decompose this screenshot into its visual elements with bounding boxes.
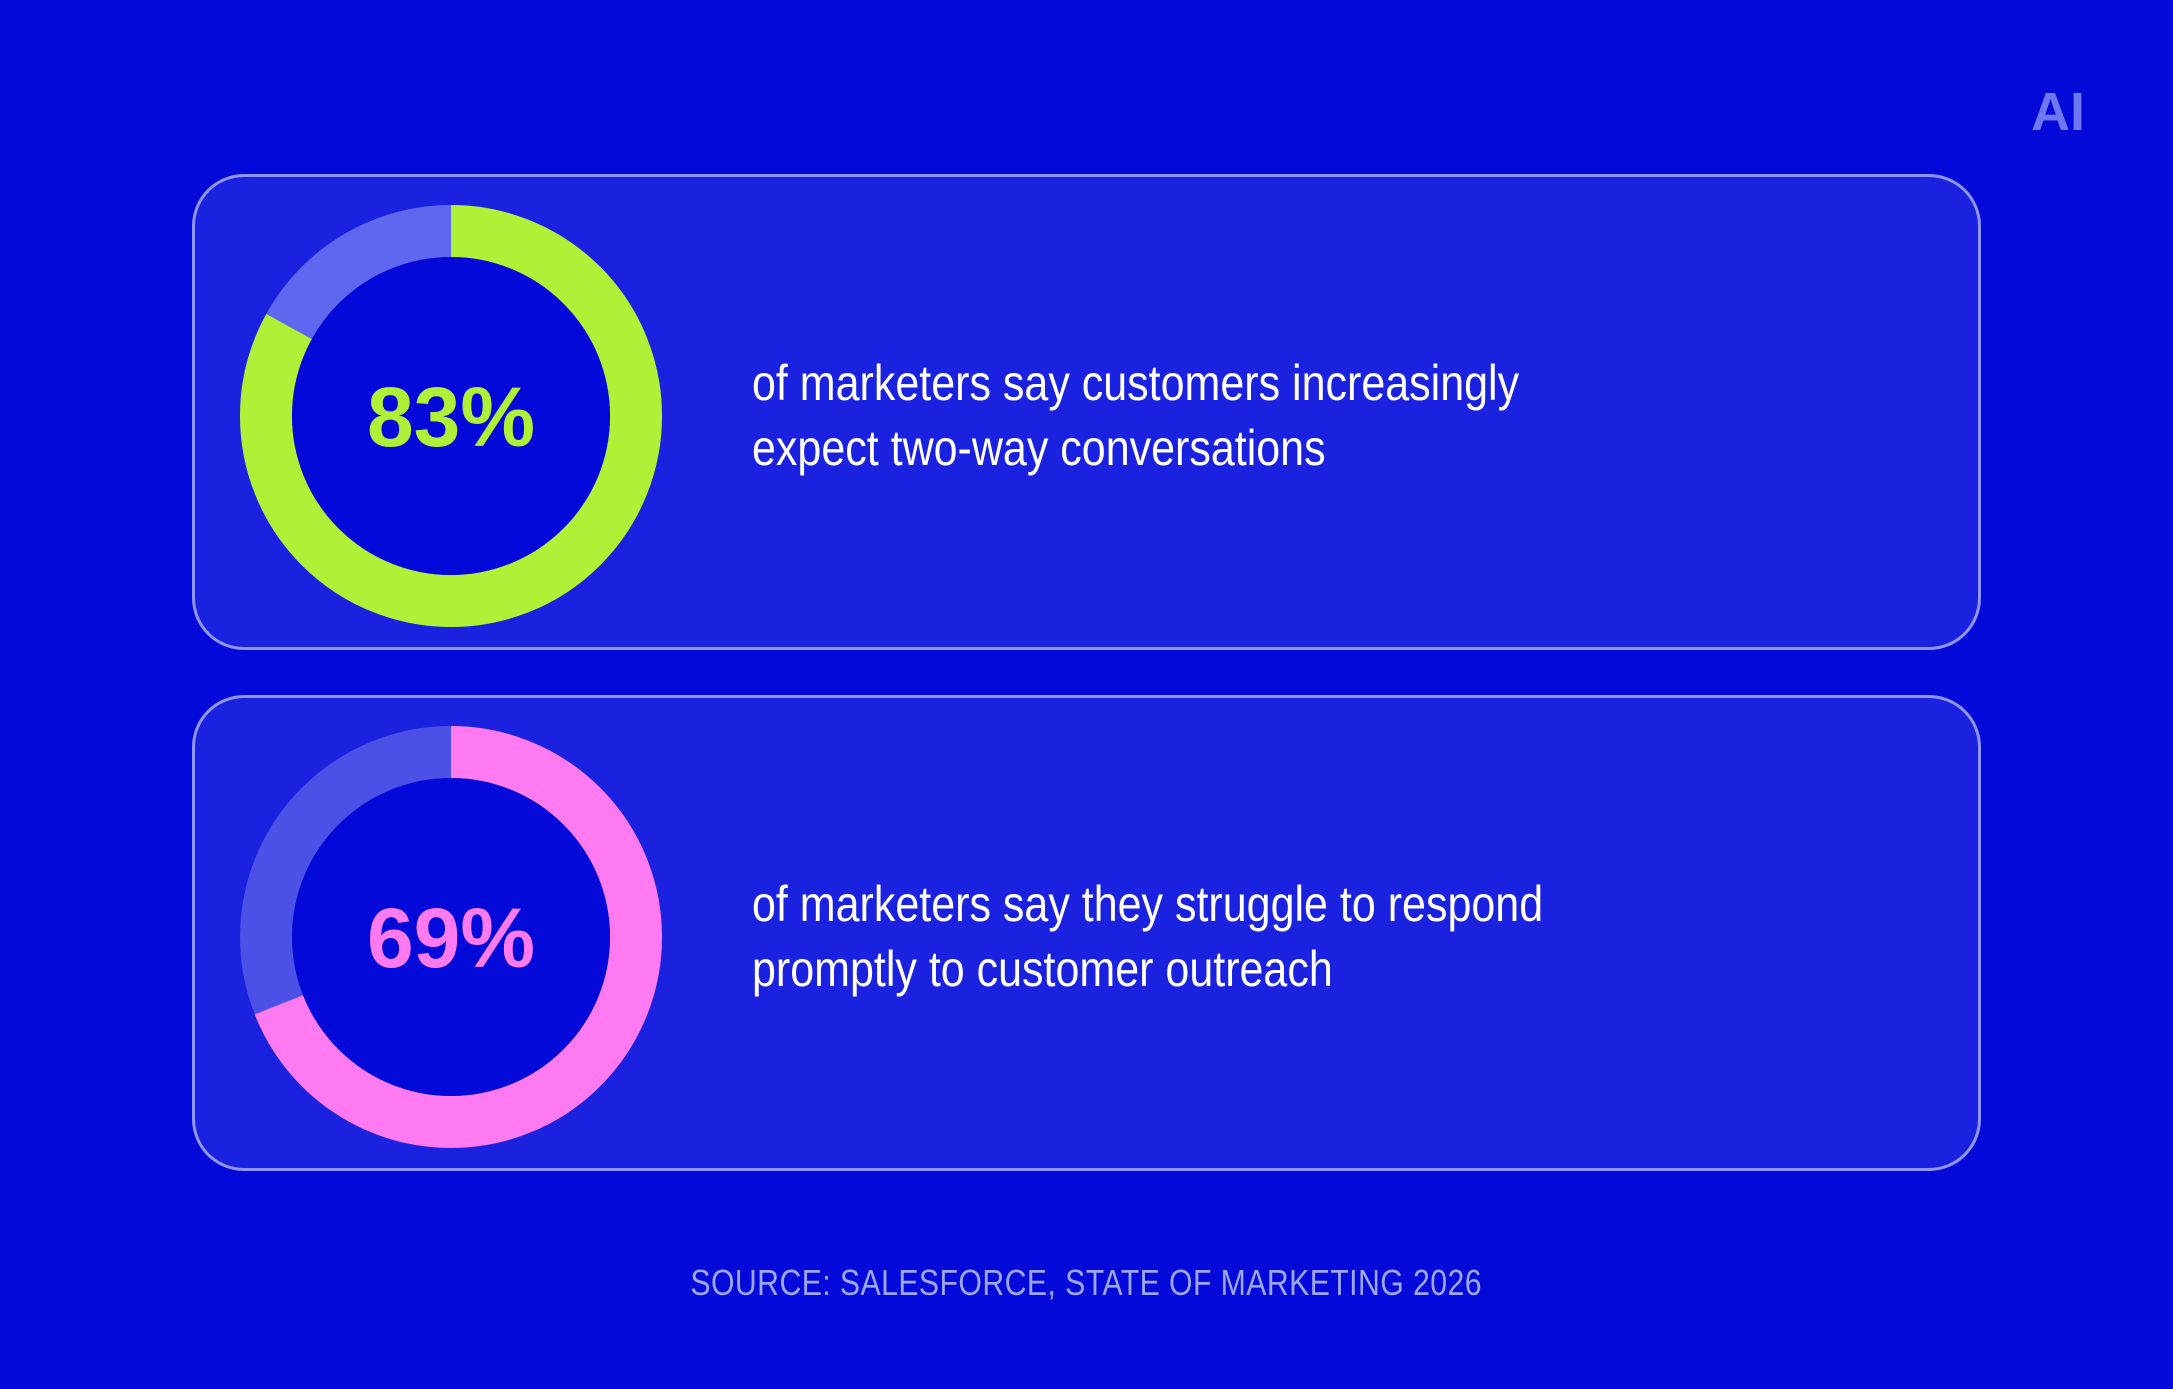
- donut-chart-1: 83%: [240, 205, 662, 627]
- source-note: SOURCE: SALESFORCE, STATE OF MARKETING 2…: [0, 1262, 2173, 1304]
- donut-value-arc-2: [240, 726, 662, 1148]
- donut-value-arc-1: [240, 205, 662, 627]
- donut-chart-2: 69%: [240, 726, 662, 1148]
- donut-percent-label-1: 83%: [367, 370, 535, 464]
- stat-description-2: of marketers say they struggle to respon…: [752, 876, 1544, 997]
- donut-inner-2: [292, 778, 610, 1096]
- stat-card-2: 69% of marketers say they struggle to re…: [192, 695, 1981, 1171]
- logo-text: AI: [2031, 84, 2085, 134]
- logo-icon: AI: [2031, 84, 2085, 134]
- source-text: SOURCE: SALESFORCE, STATE OF MARKETING 2…: [690, 1262, 1483, 1303]
- donut-inner-1: [292, 257, 610, 575]
- stat-card-1: 83% of marketers say customers increasin…: [192, 174, 1981, 650]
- donut-percent-label-2: 69%: [367, 891, 535, 985]
- stat-description-1: of marketers say customers increasingly …: [752, 355, 1520, 476]
